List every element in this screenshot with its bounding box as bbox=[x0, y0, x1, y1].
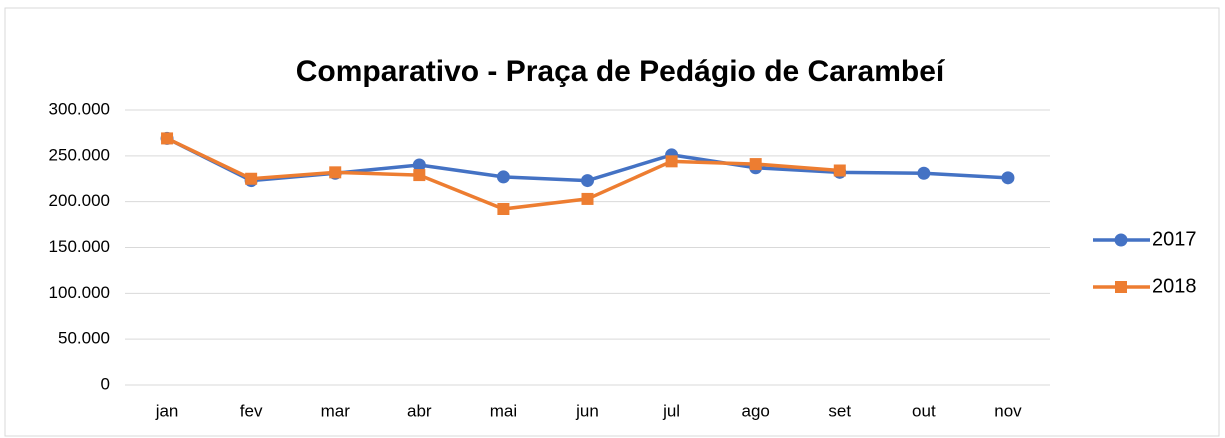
x-tick-label: jul bbox=[662, 401, 680, 420]
marker bbox=[412, 158, 426, 172]
marker bbox=[917, 166, 931, 180]
marker bbox=[833, 164, 846, 177]
y-tick-label: 150.000 bbox=[49, 237, 110, 256]
chart-border bbox=[4, 7, 1220, 437]
legend-label: 2018 bbox=[1152, 275, 1197, 297]
x-tick-label: set bbox=[828, 401, 851, 420]
legend-label: 2017 bbox=[1152, 228, 1197, 250]
x-tick-label: mar bbox=[321, 401, 351, 420]
x-tick-label: jun bbox=[575, 401, 599, 420]
marker bbox=[161, 132, 174, 145]
legend-marker bbox=[1114, 233, 1128, 247]
marker bbox=[1001, 171, 1015, 185]
y-tick-label: 0 bbox=[101, 374, 110, 393]
y-tick-label: 50.000 bbox=[58, 329, 110, 348]
marker bbox=[329, 166, 342, 179]
x-tick-label: fev bbox=[240, 401, 263, 420]
marker bbox=[749, 158, 762, 171]
marker bbox=[665, 155, 678, 168]
marker bbox=[581, 174, 594, 188]
y-tick-label: 100.000 bbox=[49, 283, 110, 302]
marker bbox=[413, 169, 426, 182]
legend-marker bbox=[1115, 281, 1127, 293]
x-tick-label: abr bbox=[407, 401, 432, 420]
x-tick-label: jan bbox=[155, 401, 179, 420]
marker bbox=[497, 203, 510, 215]
x-tick-label: mai bbox=[490, 401, 517, 420]
y-tick-label: 200.000 bbox=[49, 191, 110, 210]
x-tick-label: nov bbox=[994, 401, 1022, 420]
chart-title: Comparativo - Praça de Pedágio de Caramb… bbox=[296, 55, 946, 88]
x-tick-label: out bbox=[912, 401, 936, 420]
marker bbox=[581, 192, 594, 205]
y-tick-label: 250.000 bbox=[49, 145, 110, 164]
marker bbox=[245, 172, 258, 185]
marker bbox=[496, 170, 510, 184]
y-tick-label: 300.000 bbox=[49, 99, 110, 118]
x-tick-label: ago bbox=[741, 401, 769, 420]
